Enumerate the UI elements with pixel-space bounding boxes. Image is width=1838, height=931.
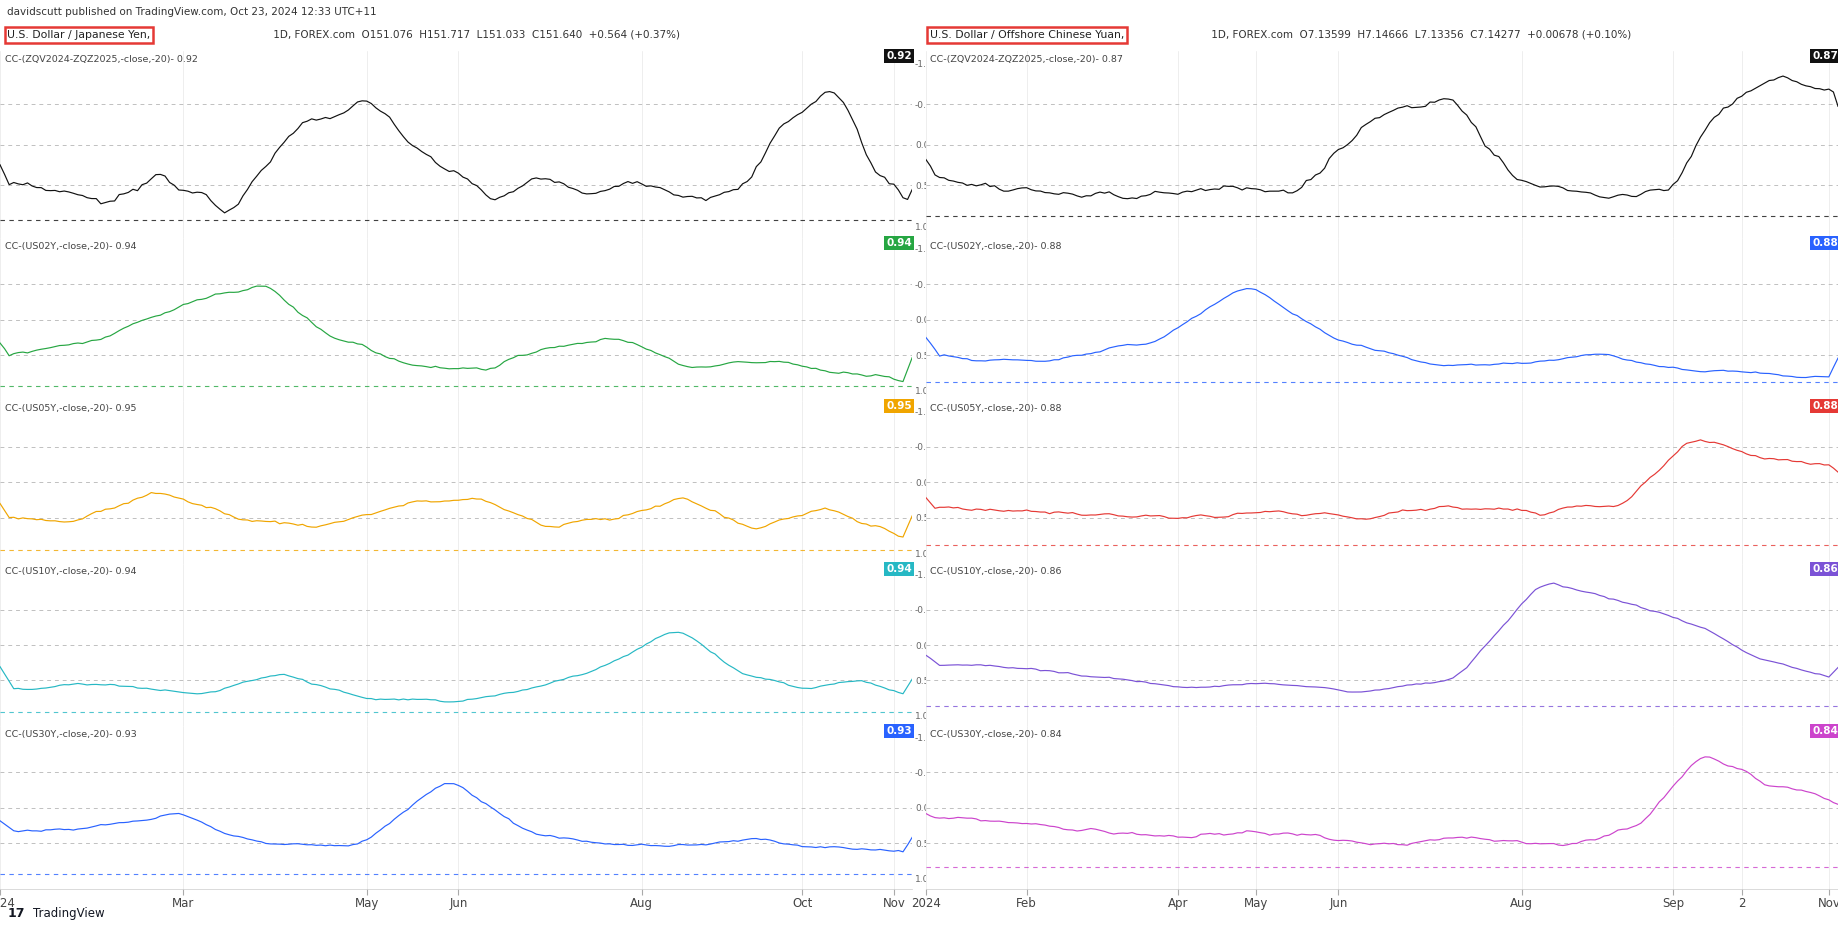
Text: 0.86: 0.86 [1812, 563, 1838, 573]
Text: TradingView: TradingView [33, 907, 105, 920]
Text: CC-(US30Y,-close,-20)- 0.93: CC-(US30Y,-close,-20)- 0.93 [4, 730, 136, 738]
Text: CC-(US30Y,-close,-20)- 0.84: CC-(US30Y,-close,-20)- 0.84 [930, 730, 1062, 738]
Text: U.S. Dollar / Offshore Chinese Yuan,: U.S. Dollar / Offshore Chinese Yuan, [930, 30, 1125, 40]
Text: CC-(US05Y,-close,-20)- 0.95: CC-(US05Y,-close,-20)- 0.95 [4, 404, 136, 413]
Text: davidscutt published on TradingView.com, Oct 23, 2024 12:33 UTC+11: davidscutt published on TradingView.com,… [7, 7, 377, 18]
Text: U.S. Dollar / Japanese Yen,: U.S. Dollar / Japanese Yen, [7, 30, 151, 40]
Text: CC-(US02Y,-close,-20)- 0.94: CC-(US02Y,-close,-20)- 0.94 [4, 241, 136, 250]
Text: 0.92: 0.92 [886, 51, 912, 61]
Text: 0.87: 0.87 [1812, 51, 1838, 61]
Text: CC-(US10Y,-close,-20)- 0.86: CC-(US10Y,-close,-20)- 0.86 [930, 567, 1062, 576]
Text: 0.84: 0.84 [1812, 726, 1838, 736]
Text: 1D, FOREX.com  O7.13599  H7.14666  L7.13356  C7.14277  +0.00678 (+0.10%): 1D, FOREX.com O7.13599 H7.14666 L7.13356… [1208, 30, 1630, 40]
Text: 0.88: 0.88 [1812, 238, 1838, 249]
Text: 1D, FOREX.com  O151.076  H151.717  L151.033  C151.640  +0.564 (+0.37%): 1D, FOREX.com O151.076 H151.717 L151.033… [270, 30, 680, 40]
Text: CC-(US10Y,-close,-20)- 0.94: CC-(US10Y,-close,-20)- 0.94 [4, 567, 136, 576]
Text: 0.88: 0.88 [1812, 401, 1838, 411]
Text: CC-(US02Y,-close,-20)- 0.88: CC-(US02Y,-close,-20)- 0.88 [930, 241, 1062, 250]
Text: CC-(ZQV2024-ZQZ2025,-close,-20)- 0.92: CC-(ZQV2024-ZQZ2025,-close,-20)- 0.92 [4, 55, 197, 64]
Text: 0.94: 0.94 [886, 238, 912, 249]
Text: 17: 17 [7, 907, 26, 920]
Text: 0.93: 0.93 [886, 726, 912, 736]
Text: CC-(ZQV2024-ZQZ2025,-close,-20)- 0.87: CC-(ZQV2024-ZQZ2025,-close,-20)- 0.87 [930, 55, 1123, 64]
Text: 0.95: 0.95 [886, 401, 912, 411]
Text: 0.94: 0.94 [886, 563, 912, 573]
Text: CC-(US05Y,-close,-20)- 0.88: CC-(US05Y,-close,-20)- 0.88 [930, 404, 1062, 413]
